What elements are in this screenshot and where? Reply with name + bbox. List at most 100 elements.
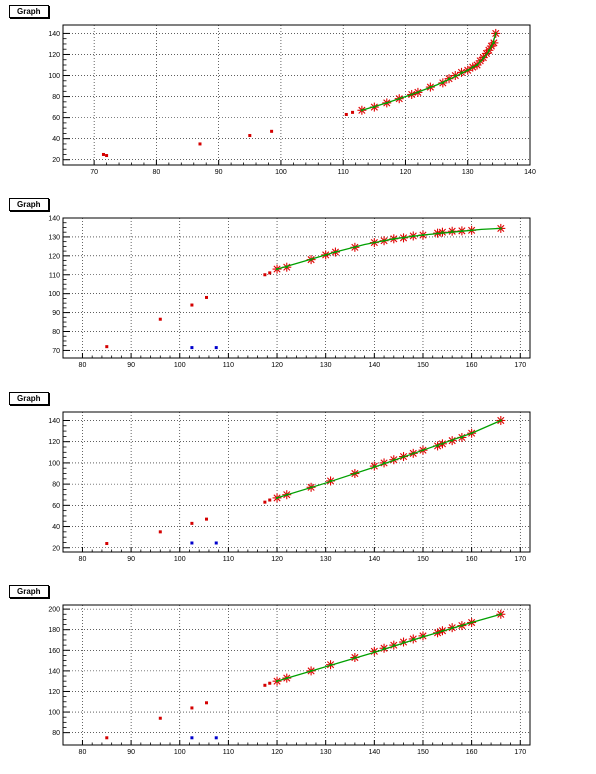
y-tick-label: 140: [48, 216, 60, 223]
plot-frame: [62, 217, 531, 359]
y-tick-label: 20: [52, 545, 60, 552]
graph-plot-1: 70 80 90 100 110 120 130 140 20 40 60 80 100 120 140: [48, 24, 536, 176]
y-tick-label: 100: [48, 291, 60, 298]
x-tick-label: 120: [271, 749, 283, 756]
fit-curve: [361, 33, 497, 111]
star-point: [272, 264, 282, 274]
x-tick-label: 170: [514, 749, 526, 756]
y-tick-label: 80: [52, 730, 60, 737]
fit-curve: [276, 613, 501, 682]
red-square-point: [248, 134, 252, 138]
x-tick-label: 80: [79, 749, 87, 756]
red-square-point: [268, 681, 272, 685]
x-tick-label: 160: [466, 556, 478, 563]
blue-square-point: [190, 346, 194, 350]
y-tick-label: 60: [52, 115, 60, 122]
star-point: [437, 227, 447, 237]
star-point: [447, 226, 457, 236]
red-square-point: [190, 303, 194, 307]
x-tick-label: 100: [275, 169, 287, 176]
y-tick-label: 100: [48, 73, 60, 80]
graph-title: Graph: [9, 392, 49, 405]
red-square-point: [270, 129, 274, 133]
graph-panel-2: Graph 80 90 100 110 120 130 140 150 160 170 70 80 90…: [0, 193, 596, 386]
x-gridlines: [82, 412, 521, 552]
graph-panel-4: Graph 80 90 100 110 120 130 140 150 160 170 80 100 1…: [0, 580, 596, 773]
y-tick-label: 40: [52, 524, 60, 531]
x-tick-label: 110: [223, 362, 234, 369]
red-square-point: [205, 701, 209, 705]
red-square-point: [198, 142, 202, 146]
x-tick-label: 140: [368, 749, 380, 756]
red-square-point: [158, 716, 162, 720]
y-tick-label: 120: [48, 52, 60, 59]
red-square-point: [158, 530, 162, 534]
x-tick-label: 170: [514, 556, 526, 563]
y-tick-label: 160: [48, 648, 60, 655]
y-tick-label: 40: [52, 136, 60, 143]
y-tick-label: 120: [48, 253, 60, 260]
graph-panel-1: Graph 70 80 90 100 110 120 130 140 20 40 60 80 100 12…: [0, 0, 596, 193]
plot-frame: [62, 411, 531, 553]
fit-curve: [276, 227, 501, 270]
x-tick-label: 130: [320, 362, 332, 369]
x-tick-label: 90: [127, 749, 135, 756]
graph-plot-3: 80 90 100 110 120 130 140 150 160 170 20 40 60 80 100 1…: [48, 411, 531, 563]
y-tick-label: 90: [52, 310, 60, 317]
y-tick-label: 110: [49, 272, 60, 279]
x-tick-label: 150: [417, 749, 429, 756]
blue-square-point: [190, 736, 194, 740]
x-tick-label: 130: [320, 556, 332, 563]
y-tick-label: 120: [48, 439, 60, 446]
x-tick-label: 110: [223, 556, 234, 563]
fit-curve: [276, 419, 502, 499]
x-tick-label: 90: [127, 362, 135, 369]
x-tick-label: 120: [271, 556, 283, 563]
graph-panel-3: Graph 80 90 100 110 120 130 140 150 160 170 20 40 60…: [0, 387, 596, 580]
y-tick-label: 200: [48, 607, 60, 614]
x-tick-label: 150: [417, 556, 429, 563]
x-tick-label: 120: [400, 169, 412, 176]
x-tick-label: 130: [462, 169, 474, 176]
red-square-point: [205, 517, 209, 521]
x-tick-label: 80: [153, 169, 161, 176]
x-tick-label: 160: [466, 749, 478, 756]
red-square-point: [105, 542, 109, 546]
x-tick-label: 140: [368, 556, 380, 563]
y-tick-label: 60: [52, 503, 60, 510]
red-square-point: [263, 683, 267, 687]
red-square-point: [190, 521, 194, 525]
red-square-point: [268, 498, 272, 502]
y-tick-label: 70: [52, 348, 60, 355]
y-tick-label: 80: [52, 94, 60, 101]
y-tick-label: 80: [52, 482, 60, 489]
graph-plot-2: 80 90 100 110 120 130 140 150 160 170 70 80 90 100 110…: [48, 216, 531, 369]
blue-square-point: [214, 346, 218, 350]
x-tick-label: 70: [90, 169, 98, 176]
plot-frame: [62, 24, 531, 166]
red-square-point: [263, 273, 267, 277]
x-tick-label: 140: [368, 362, 380, 369]
red-square-point: [105, 154, 109, 158]
y-tick-label: 140: [48, 31, 60, 38]
red-square-point: [105, 736, 109, 740]
red-square-point: [105, 345, 109, 349]
red-square-point: [205, 295, 209, 299]
x-tick-label: 100: [174, 362, 186, 369]
blue-square-point: [214, 541, 218, 545]
x-tick-label: 120: [271, 362, 283, 369]
x-tick-label: 160: [466, 362, 478, 369]
x-tick-label: 100: [174, 556, 186, 563]
y-tick-label: 20: [52, 157, 60, 164]
y-tick-label: 140: [48, 418, 60, 425]
x-gridlines: [82, 218, 521, 358]
y-tick-label: 80: [52, 329, 60, 336]
x-gridlines: [82, 605, 521, 745]
graph-title: Graph: [9, 585, 49, 598]
y-tick-label: 100: [48, 460, 60, 467]
red-square-point: [344, 112, 348, 116]
x-tick-label: 110: [223, 749, 234, 756]
x-tick-label: 150: [417, 362, 429, 369]
y-tick-label: 100: [48, 710, 60, 717]
x-tick-label: 90: [215, 169, 223, 176]
